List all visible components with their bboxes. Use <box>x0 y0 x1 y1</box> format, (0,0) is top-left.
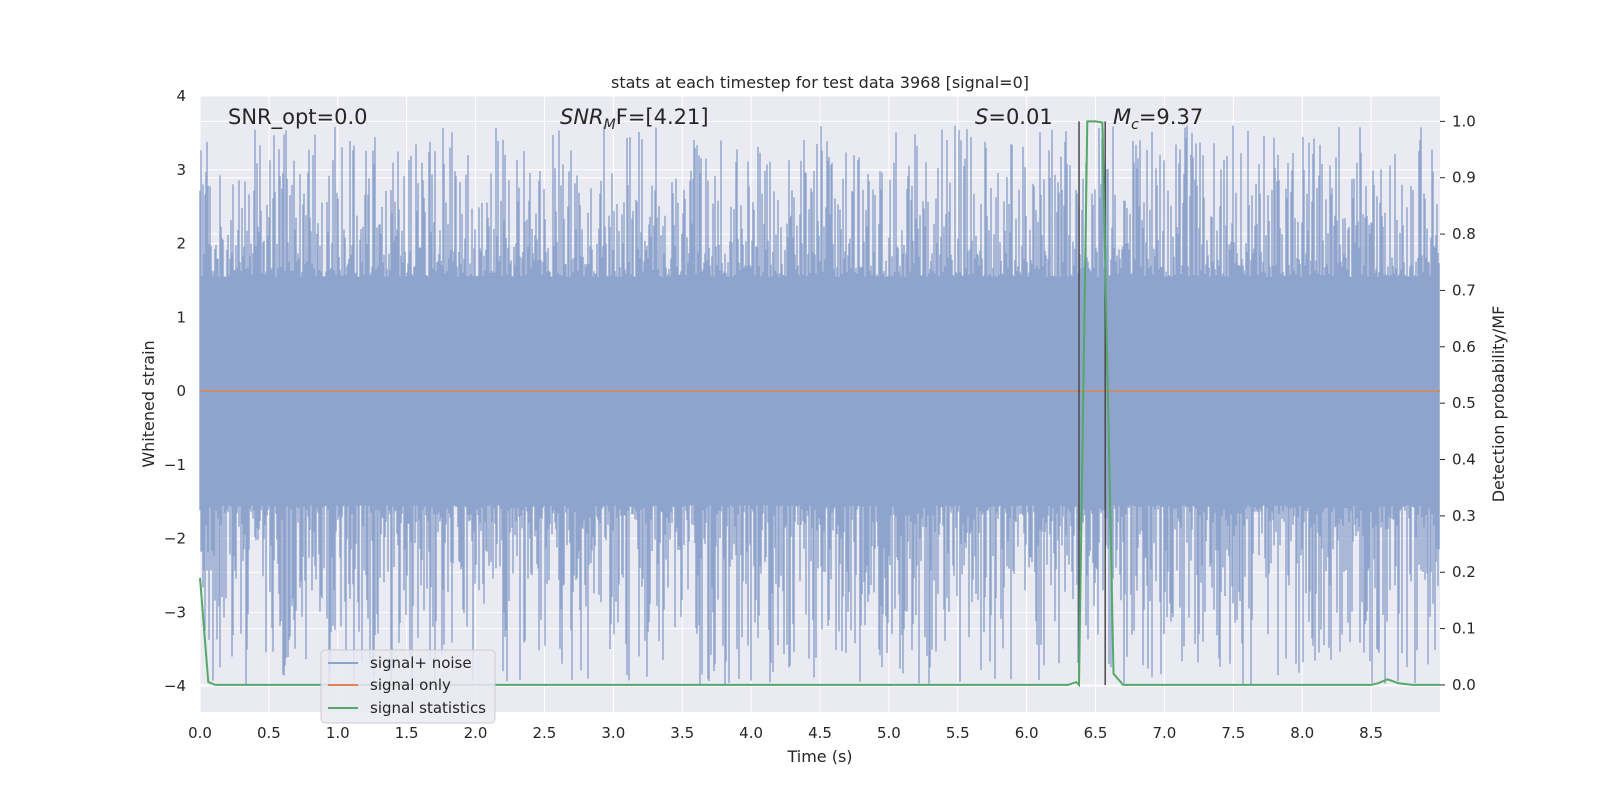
y-tick-label: 1 <box>176 308 186 326</box>
annotation-snr-mf: SNRMF=[4.21] <box>560 105 709 133</box>
y2-tick-labels: 1.0 0.9 0.8 0.7 0.6 0.5 0.4 0.3 0.2 0.1 0.0 <box>1440 112 1476 694</box>
x-tick-label: 5.5 <box>946 724 970 742</box>
y-tick-label: 0 <box>176 382 186 400</box>
annotation-s: S=0.01 <box>975 105 1053 129</box>
y2-tick-label: 0.9 <box>1452 169 1476 187</box>
s-symbol: S <box>975 105 988 129</box>
legend-label-signal-only: signal only <box>370 676 451 694</box>
legend-label-noise: signal+ noise <box>370 654 472 672</box>
y2-tick-label: 0.0 <box>1452 676 1476 694</box>
y-tick-label: 2 <box>176 235 186 253</box>
x-tick-label: 2.0 <box>464 724 488 742</box>
y2-axis-label: Detection probability/MF <box>1489 306 1508 503</box>
snr-mf-value: F=[4.21] <box>616 105 709 129</box>
x-tick-label: 6.5 <box>1084 724 1108 742</box>
x-tick-label: 2.5 <box>533 724 557 742</box>
chart-title: stats at each timestep for test data 396… <box>611 73 1029 92</box>
x-tick-label: 8.0 <box>1290 724 1314 742</box>
x-tick-label: 7.5 <box>1221 724 1245 742</box>
x-tick-label: 6.0 <box>1015 724 1039 742</box>
y2-tick-label: 0.1 <box>1452 620 1476 638</box>
legend-label-statistics: signal statistics <box>370 699 486 717</box>
y2-tick-label: 0.4 <box>1452 451 1476 469</box>
snr-mf-subscript: M <box>604 117 616 133</box>
s-value: =0.01 <box>988 105 1052 129</box>
x-tick-label: 1.5 <box>395 724 419 742</box>
x-tick-label: 4.5 <box>808 724 832 742</box>
x-tick-label: 0.5 <box>257 724 281 742</box>
x-tick-label: 7.0 <box>1153 724 1177 742</box>
mc-symbol: M <box>1113 105 1131 129</box>
x-tick-label: 0.0 <box>188 724 212 742</box>
y-tick-label: −1 <box>164 456 186 474</box>
snr-mf-symbol: SNR <box>560 105 604 129</box>
legend-box <box>320 649 496 724</box>
y2-tick-label: 0.3 <box>1452 507 1476 525</box>
y-tick-label: −3 <box>164 603 186 621</box>
x-tick-label: 3.5 <box>670 724 694 742</box>
y-axis-label: Whitened strain <box>139 340 158 467</box>
y-tick-label: 4 <box>176 87 186 105</box>
x-tick-label: 4.0 <box>739 724 763 742</box>
mc-subscript: c <box>1131 117 1139 133</box>
annotation-snr-opt: SNR_opt=0.0 <box>228 105 368 130</box>
mc-value: =9.37 <box>1139 105 1203 129</box>
y2-tick-label: 0.5 <box>1452 394 1476 412</box>
x-tick-labels: 0.0 0.5 1.0 1.5 2.0 2.5 3.0 3.5 4.0 4.5 5.0 5.5 6.0 6… <box>188 724 1383 742</box>
x-axis-label: Time (s) <box>786 747 852 766</box>
annotation-mc: Mc=9.37 <box>1113 105 1203 133</box>
y2-tick-label: 0.7 <box>1452 281 1476 299</box>
x-tick-label: 5.0 <box>877 724 901 742</box>
x-tick-label: 8.5 <box>1359 724 1383 742</box>
y2-tick-label: 0.2 <box>1452 563 1476 581</box>
x-tick-label: 1.0 <box>326 724 350 742</box>
y-tick-label: −2 <box>164 530 186 548</box>
y2-tick-label: 0.8 <box>1452 225 1476 243</box>
y2-tick-label: 0.6 <box>1452 338 1476 356</box>
y-tick-labels: 4 3 2 1 0 −1 −2 −3 −4 <box>164 87 186 695</box>
legend: signal+ noise signal only signal statist… <box>320 649 496 724</box>
y-tick-label: 3 <box>176 161 186 179</box>
x-tick-label: 3.0 <box>601 724 625 742</box>
y2-tick-label: 1.0 <box>1452 112 1476 130</box>
y-tick-label: −4 <box>164 677 186 695</box>
